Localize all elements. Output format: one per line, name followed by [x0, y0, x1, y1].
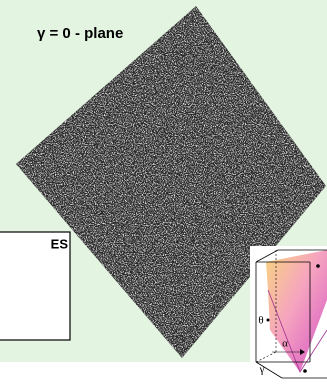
plane-title: γ = 0 - plane	[37, 25, 123, 42]
side-box-label: ES	[51, 236, 69, 251]
gamma-label: γ	[259, 364, 265, 376]
alpha-label: α	[282, 338, 288, 350]
theta-label: θ	[258, 315, 263, 327]
screenshot: γ = 0 - plane ES θ α γ	[0, 0, 327, 383]
